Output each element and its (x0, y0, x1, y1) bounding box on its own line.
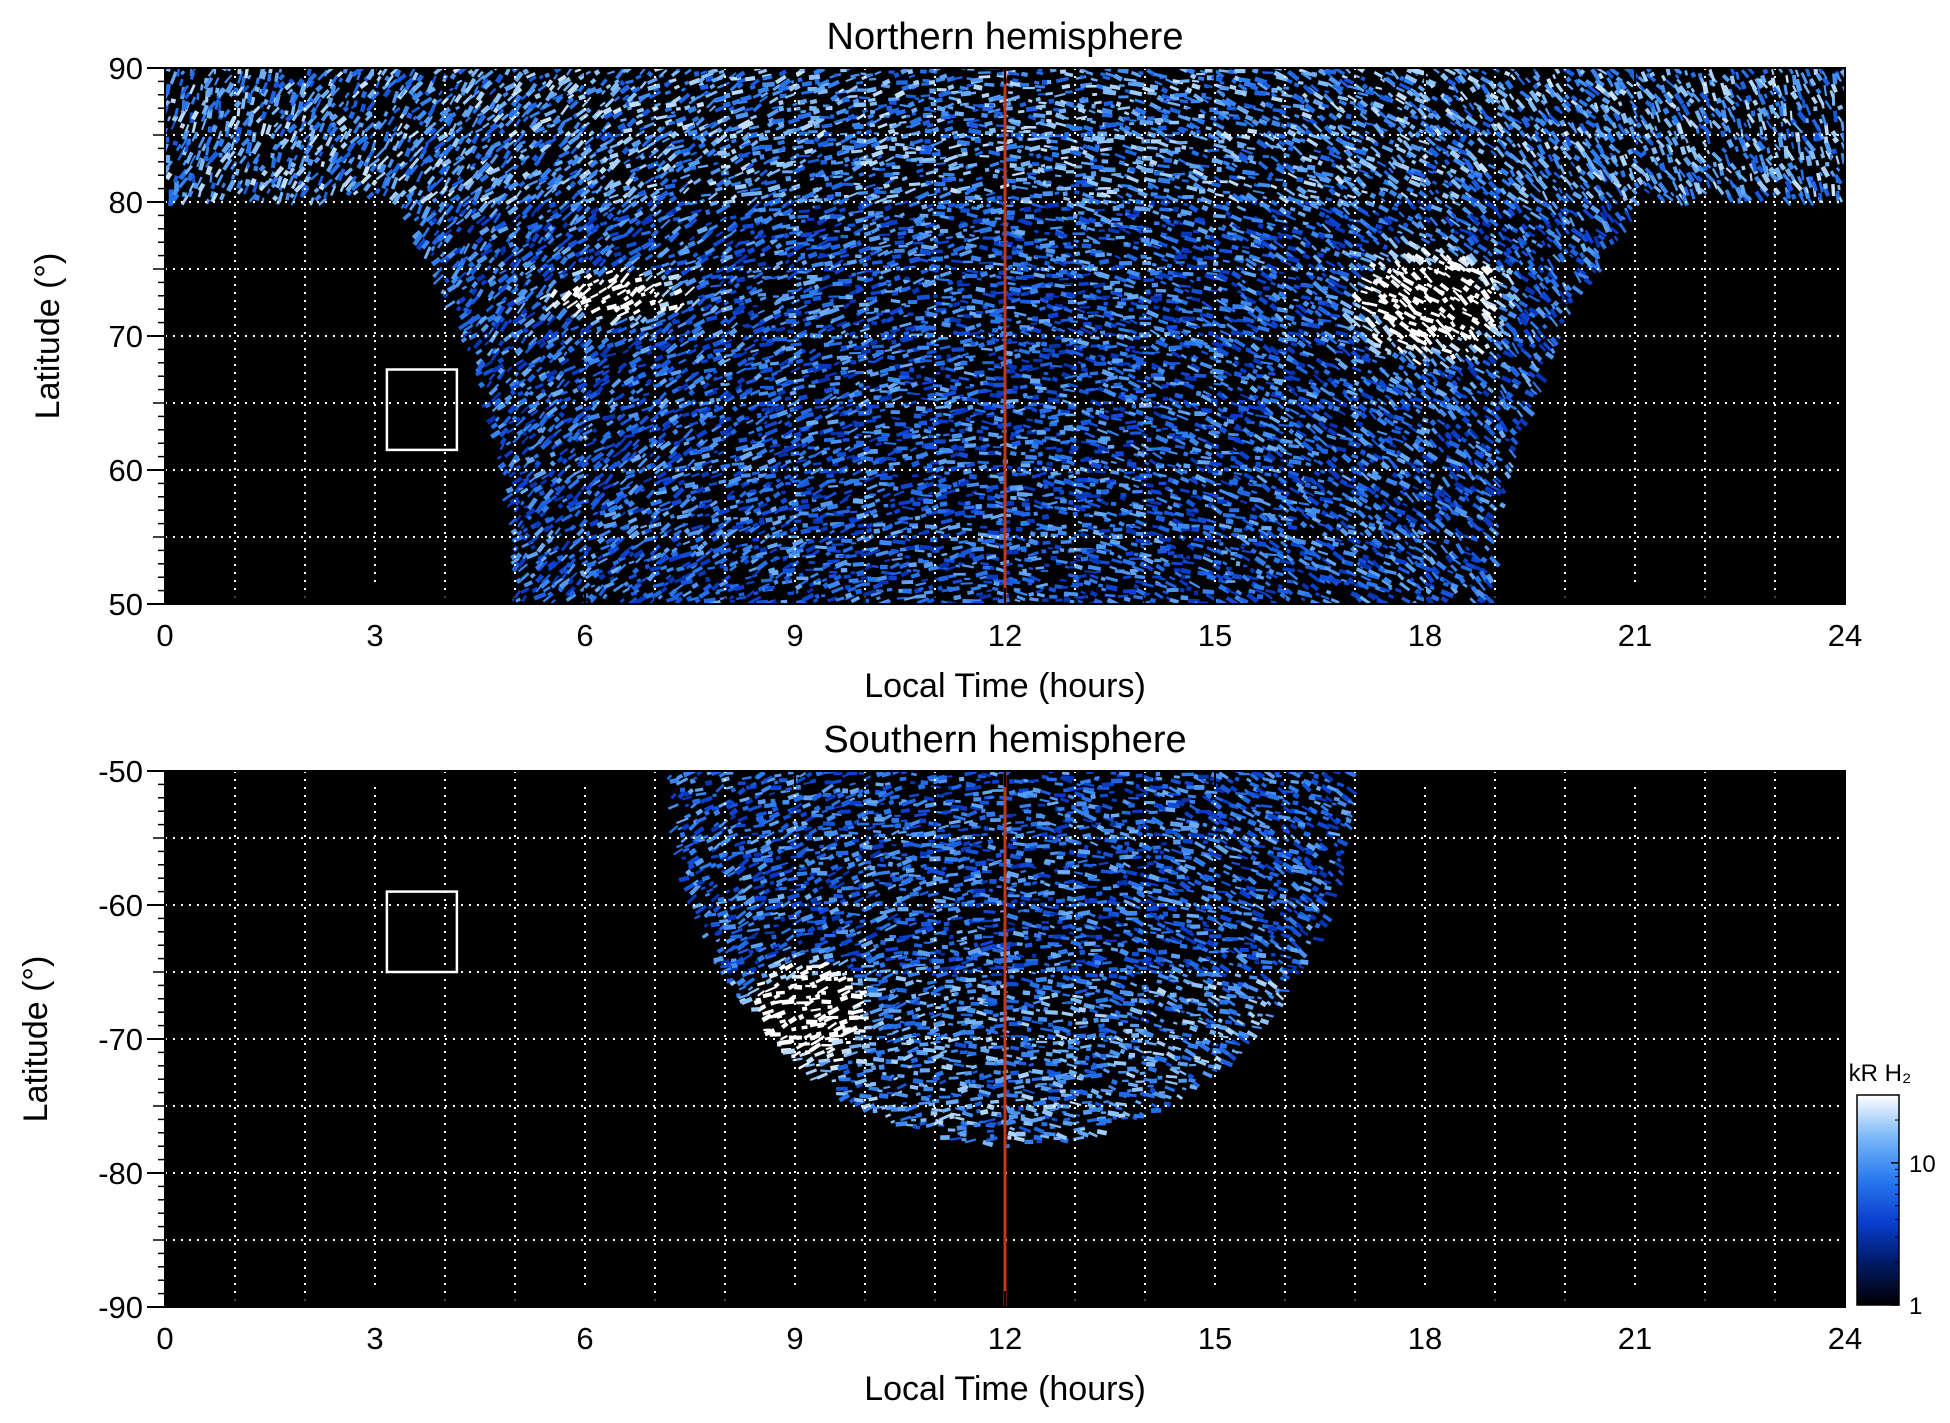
n-x-tick-label: 9 (786, 618, 803, 653)
colorbar-label: kR H₂ (1849, 1060, 1912, 1087)
s-x-tick-label: 18 (1408, 1321, 1442, 1356)
s-y-tick-label: -80 (98, 1156, 143, 1191)
northern-panel: Northern hemisphere 0 3 6 9 12 15 18 21 24 50 60 7… (29, 16, 1862, 705)
colorbar: kR H₂ 1 10 (1849, 1060, 1936, 1320)
northern-emission-map (165, 68, 1845, 604)
northern-y-axis: 50 60 70 80 90 (109, 51, 165, 622)
southern-reference-box (385, 890, 459, 974)
s-x-tick-label: 21 (1618, 1321, 1652, 1356)
northern-y-label: Latitude (°) (29, 253, 67, 420)
n-x-tick-label: 24 (1828, 618, 1862, 653)
southern-emission-map (666, 771, 1358, 1149)
s-y-tick-label: -70 (98, 1022, 143, 1057)
s-x-tick-label: 12 (988, 1321, 1022, 1356)
southern-panel: Southern hemisphere 0 3 6 9 12 15 18 21 24 -90 -8… (17, 719, 1862, 1408)
s-x-tick-label: 24 (1828, 1321, 1862, 1356)
colorbar-ticks: 1 10 (1891, 1094, 1936, 1320)
n-x-tick-label: 15 (1198, 618, 1232, 653)
n-y-tick-label: 80 (109, 185, 143, 220)
n-x-tick-label: 21 (1618, 618, 1652, 653)
n-y-tick-label: 50 (109, 587, 143, 622)
n-x-tick-label: 18 (1408, 618, 1442, 653)
s-y-tick-label: -60 (98, 888, 143, 923)
s-x-tick-label: 6 (576, 1321, 593, 1356)
southern-y-axis: -90 -80 -70 -60 -50 (98, 754, 165, 1325)
s-x-tick-label: 3 (366, 1321, 383, 1356)
northern-x-axis: 0 3 6 9 12 15 18 21 24 (156, 68, 1862, 653)
n-x-tick-label: 12 (988, 618, 1022, 653)
southern-title: Southern hemisphere (823, 719, 1186, 761)
colorbar-tick-label: 1 (1909, 1293, 1922, 1320)
southern-x-label: Local Time (hours) (864, 1370, 1146, 1408)
n-y-tick-label: 60 (109, 453, 143, 488)
s-y-tick-label: -90 (98, 1290, 143, 1325)
n-y-tick-label: 90 (109, 51, 143, 86)
s-x-tick-label: 15 (1198, 1321, 1232, 1356)
northern-title: Northern hemisphere (827, 16, 1184, 58)
southern-x-axis: 0 3 6 9 12 15 18 21 24 (156, 771, 1862, 1356)
northern-reference-box (385, 368, 459, 452)
n-x-tick-label: 6 (576, 618, 593, 653)
n-x-tick-label: 3 (366, 618, 383, 653)
s-y-tick-label: -50 (98, 754, 143, 789)
n-x-tick-label: 0 (156, 618, 173, 653)
colorbar-gradient (1856, 1094, 1900, 1306)
n-y-tick-label: 70 (109, 319, 143, 354)
s-x-tick-label: 0 (156, 1321, 173, 1356)
s-x-tick-label: 9 (786, 1321, 803, 1356)
colorbar-tick-label: 10 (1909, 1151, 1936, 1178)
southern-y-label: Latitude (°) (17, 956, 55, 1123)
northern-x-label: Local Time (hours) (864, 667, 1146, 705)
